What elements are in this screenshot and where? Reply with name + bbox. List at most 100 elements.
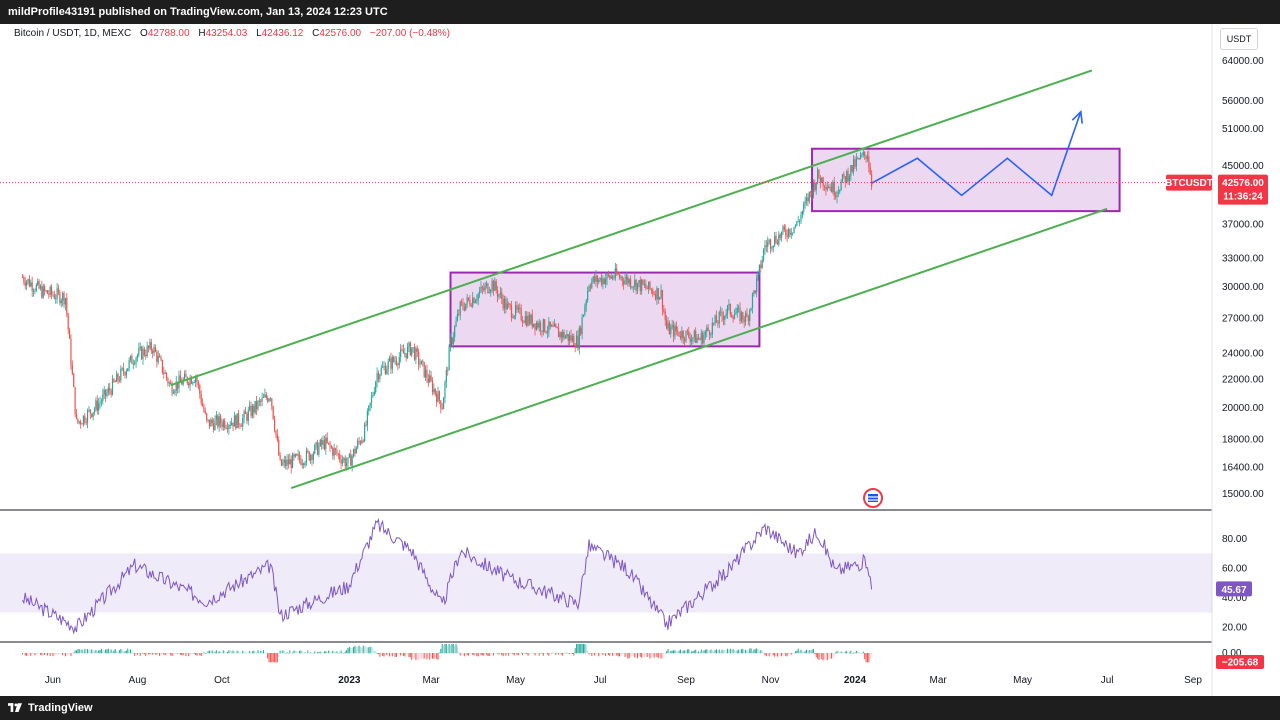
candle-body [157, 355, 159, 362]
macd-bar [473, 653, 475, 656]
macd-bar [91, 649, 93, 654]
macd-bar [224, 651, 226, 654]
macd-bar [527, 653, 529, 656]
macd-bar [87, 649, 89, 654]
macd-bar [425, 653, 427, 658]
price-tick-label-11: 18000.00 [1222, 435, 1264, 446]
candle-body [116, 373, 118, 382]
candle-body [222, 420, 224, 428]
price-tick-label-5: 33000.00 [1222, 254, 1264, 265]
macd-bar [448, 644, 450, 654]
macd-bar [714, 650, 716, 654]
macd-bar [397, 653, 399, 655]
macd-bar [243, 651, 245, 654]
macd-bar [570, 653, 572, 654]
candle-body [24, 282, 26, 286]
candle-body [835, 195, 837, 198]
macd-bar [869, 653, 871, 660]
macd-bar [440, 648, 442, 654]
macd-bar [99, 649, 101, 654]
candle-body [406, 346, 409, 359]
candle-body [732, 316, 734, 319]
candle-body [300, 459, 302, 465]
macd-bar [767, 653, 769, 655]
candle-body [88, 409, 90, 411]
macd-bar [146, 653, 148, 654]
macd-bar [402, 653, 404, 656]
macd-bar [314, 651, 316, 654]
macd-bar [612, 653, 614, 656]
price-tick-label-8: 24000.00 [1222, 349, 1264, 360]
candle-body [143, 348, 145, 355]
macd-bar [689, 651, 691, 654]
macd-bar [768, 653, 770, 657]
candle-body [819, 178, 821, 183]
macd-bar [851, 653, 853, 654]
currency-unit-button[interactable]: USDT [1220, 28, 1258, 50]
candle-body [426, 369, 428, 379]
macd-bar [415, 653, 417, 660]
macd-bar [817, 653, 819, 659]
macd-bar [559, 653, 561, 655]
macd-bar [580, 644, 582, 654]
tradingview-logo[interactable]: TradingView [8, 696, 93, 720]
legend-high: 43254.03 [205, 28, 248, 39]
candle-body [314, 444, 316, 454]
candle-body [204, 411, 206, 414]
candle-body [59, 291, 61, 304]
candle-body [790, 232, 792, 235]
candle-body [99, 402, 101, 404]
candle-body [570, 335, 572, 341]
macd-bar [45, 653, 47, 655]
macd-bar [52, 653, 54, 657]
legend-symbol: Bitcoin / USDT, 1D, MEXC [14, 28, 132, 39]
candle-body [134, 363, 136, 365]
candle-body [524, 316, 526, 323]
macd-bar [203, 652, 205, 654]
candle-body [508, 303, 510, 305]
macd-bar [94, 650, 95, 654]
candle-body [566, 334, 568, 337]
macd-bar [700, 649, 702, 654]
candle-body [833, 182, 835, 196]
macd-bar [710, 649, 712, 654]
candle-body [794, 225, 797, 228]
macd-bar [387, 653, 389, 655]
macd-bar [598, 653, 600, 657]
candle-body [181, 381, 183, 385]
candle-body [521, 320, 524, 323]
macd-bar [637, 653, 639, 659]
candle-body [728, 304, 730, 306]
candle-body [476, 299, 478, 301]
candle-body [466, 297, 468, 304]
macd-bar [753, 649, 755, 654]
macd-bar [558, 653, 560, 655]
macd-bar [541, 653, 543, 654]
candle-body [585, 300, 587, 307]
candle-body [328, 442, 330, 444]
macd-bar [754, 649, 756, 654]
candle-body [613, 277, 615, 279]
macd-bar [401, 653, 403, 656]
chart-svg[interactable]: 64000.00 56000.00 51000.00 45000.00 37000.00… [0, 24, 1280, 696]
macd-bar [168, 653, 170, 655]
macd-bar [818, 653, 820, 660]
macd-bar [426, 653, 428, 660]
macd-bar [328, 650, 330, 654]
candle-body [107, 387, 109, 393]
candle-body [298, 454, 301, 460]
candle-body [750, 308, 752, 311]
macd-bar [26, 653, 28, 657]
candle-body [380, 367, 382, 375]
macd-bar [480, 653, 482, 656]
candle-body [304, 462, 306, 466]
candle-body [420, 360, 423, 365]
macd-bar [293, 650, 295, 654]
chart-area[interactable]: 64000.00 56000.00 51000.00 45000.00 37000.00… [0, 24, 1280, 696]
candle-body [810, 191, 812, 193]
macd-bar [463, 653, 465, 657]
macd-bar [833, 653, 835, 657]
candle-body [785, 229, 787, 236]
macd-bar [653, 653, 655, 658]
candle-body [459, 301, 461, 315]
